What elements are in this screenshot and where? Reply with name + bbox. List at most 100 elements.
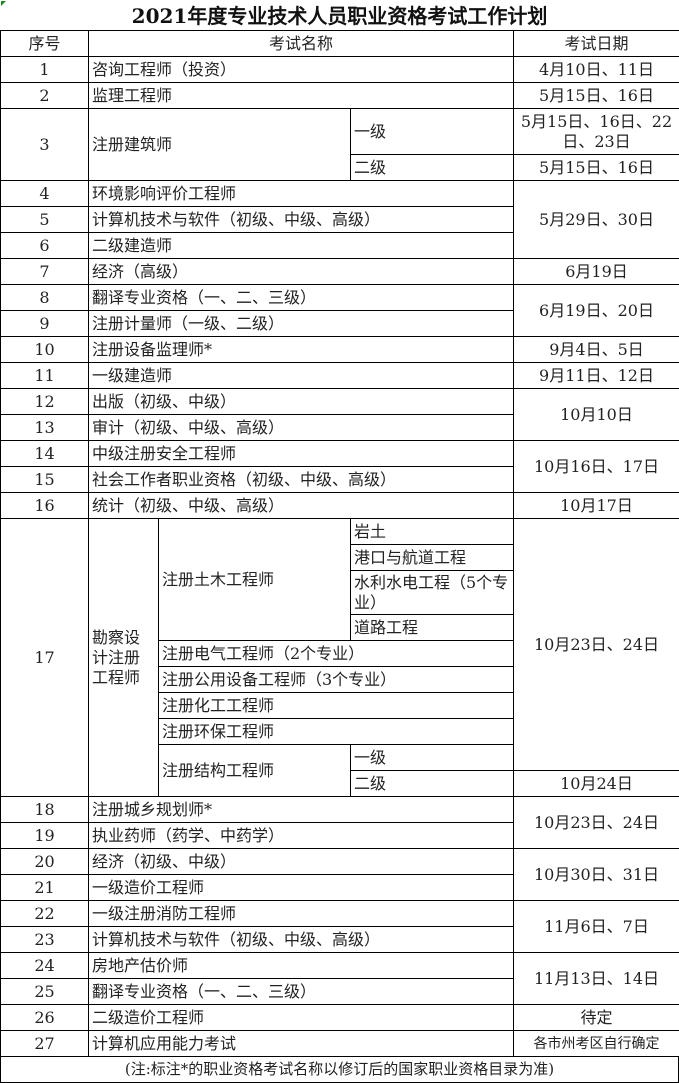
row-no: 21 bbox=[0, 874, 89, 901]
header-date: 考试日期 bbox=[513, 30, 679, 57]
row-no: 3 bbox=[0, 108, 89, 181]
exam-date: 11月6日、7日 bbox=[513, 900, 679, 953]
row-no: 9 bbox=[0, 310, 89, 337]
table-row: 20 经济（初级、中级） 10月30日、31日 bbox=[0, 848, 679, 901]
row-no: 8 bbox=[0, 284, 89, 311]
row-no: 4 bbox=[0, 180, 89, 207]
row-no: 12 bbox=[0, 388, 89, 415]
exam-name: 房地产估价师 bbox=[88, 952, 514, 979]
exam-name: 监理工程师 bbox=[88, 82, 514, 109]
exam-name: 注册城乡规划师* bbox=[88, 796, 514, 823]
sub-exam-name: 注册结构工程师 bbox=[158, 744, 351, 797]
row-no: 11 bbox=[0, 362, 89, 389]
table-row: 6 二级建造师 bbox=[0, 232, 679, 259]
row-no: 13 bbox=[0, 414, 89, 441]
exam-name: 计算机技术与软件（初级、中级、高级） bbox=[88, 206, 514, 233]
table-row: 注册结构工程师 一级 bbox=[1, 744, 679, 797]
exam-name: 环境影响评价工程师 bbox=[88, 180, 514, 207]
table-row: 15 社会工作者职业资格（初级、中级、高级） bbox=[0, 466, 679, 493]
exam-name: 二级建造师 bbox=[88, 232, 514, 259]
exam-level: 二级 bbox=[350, 770, 514, 797]
table-row: 23 计算机技术与软件（初级、中级、高级） bbox=[0, 926, 679, 953]
title-text: 2021年度专业技术人员职业资格考试工作计划 bbox=[131, 4, 548, 28]
table-row: 26 二级造价工程师 待定 bbox=[0, 1004, 679, 1031]
row-no: 10 bbox=[0, 336, 89, 363]
sub-exam-name: 注册土木工程师 bbox=[158, 518, 351, 641]
exam-name: 咨询工程师（投资） bbox=[88, 56, 514, 83]
exam-date: 10月16日、17日 bbox=[513, 440, 679, 493]
row-no: 1 bbox=[0, 56, 89, 83]
row-no: 23 bbox=[0, 926, 89, 953]
sub-exam-name: 注册环保工程师 bbox=[158, 718, 514, 745]
exam-name: 注册建筑师 bbox=[88, 108, 351, 181]
table-row: 二级 5月15日、16日 bbox=[1, 154, 679, 181]
table-row: 16 统计（初级、中级、高级） 10月17日 bbox=[0, 492, 679, 519]
row-no: 20 bbox=[0, 848, 89, 875]
exam-date: 10月24日 bbox=[513, 770, 679, 797]
exam-date: 10月30日、31日 bbox=[513, 848, 679, 901]
specialty: 岩土 bbox=[350, 518, 514, 545]
sub-exam-name: 注册电气工程师（2个专业） bbox=[158, 640, 514, 667]
table-row: 14 中级注册安全工程师 10月16日、17日 bbox=[0, 440, 679, 493]
row-no: 17 bbox=[0, 518, 89, 797]
table-row: 7 经济（高级） 6月19日 bbox=[0, 258, 679, 285]
exam-date: 4月10日、11日 bbox=[513, 56, 679, 83]
exam-name: 一级造价工程师 bbox=[88, 874, 514, 901]
row-no: 2 bbox=[0, 82, 89, 109]
table-row: 10 注册设备监理师* 9月4日、5日 bbox=[0, 336, 679, 363]
table-row: 8 翻译专业资格（一、二、三级） 6月19日、20日 bbox=[0, 284, 679, 337]
header-row: 序号 考试名称 考试日期 bbox=[0, 30, 679, 57]
cell-marker-icon bbox=[1, 1, 6, 6]
specialty: 港口与航道工程 bbox=[350, 544, 514, 571]
row-no: 15 bbox=[0, 466, 89, 493]
exam-date: 6月19日、20日 bbox=[513, 284, 679, 337]
exam-name: 计算机技术与软件（初级、中级、高级） bbox=[88, 926, 514, 953]
table-row: 注册公用设备工程师（3个专业） bbox=[1, 666, 679, 693]
table-row: 水利水电工程（5个专业） bbox=[1, 570, 679, 615]
exam-name: 注册设备监理师* bbox=[88, 336, 514, 363]
sub-exam-name: 注册化工工程师 bbox=[158, 692, 514, 719]
table-row: 3 注册建筑师 一级 5月15日、16日、22日、23日 bbox=[0, 108, 679, 181]
table-row: 11 一级建造师 9月11日、12日 bbox=[0, 362, 679, 389]
exam-name: 经济（高级） bbox=[88, 258, 514, 285]
exam-date: 11月13日、14日 bbox=[513, 952, 679, 1005]
exam-level: 一级 bbox=[350, 108, 514, 155]
table-row: 2 监理工程师 5月15日、16日 bbox=[0, 82, 679, 109]
exam-name: 计算机应用能力考试 bbox=[88, 1030, 514, 1057]
table-row: 道路工程 bbox=[1, 614, 679, 641]
exam-date: 10月10日 bbox=[513, 388, 679, 441]
exam-level: 二级 bbox=[350, 154, 514, 181]
specialty: 水利水电工程（5个专业） bbox=[350, 570, 514, 615]
exam-name: 翻译专业资格（一、二、三级） bbox=[88, 284, 514, 311]
row-no: 25 bbox=[0, 978, 89, 1005]
table-row: 注册电气工程师（2个专业） bbox=[1, 640, 679, 667]
exam-date: 10月23日、24日 bbox=[513, 796, 679, 849]
exam-name: 统计（初级、中级、高级） bbox=[88, 492, 514, 519]
row-no: 16 bbox=[0, 492, 89, 519]
table-row: 1 咨询工程师（投资） 4月10日、11日 bbox=[0, 56, 679, 83]
exam-date: 5月15日、16日 bbox=[513, 154, 679, 181]
row-no: 26 bbox=[0, 1004, 89, 1031]
exam-name: 一级注册消防工程师 bbox=[88, 900, 514, 927]
exam-date: 5月29日、30日 bbox=[513, 180, 679, 259]
exam-name: 勘察设计注册工程师 bbox=[88, 518, 159, 797]
row-no: 24 bbox=[0, 952, 89, 979]
exam-date: 6月19日 bbox=[513, 258, 679, 285]
exam-name: 审计（初级、中级、高级） bbox=[88, 414, 514, 441]
exam-name: 二级造价工程师 bbox=[88, 1004, 514, 1031]
row-no: 6 bbox=[0, 232, 89, 259]
exam-name: 出版（初级、中级） bbox=[88, 388, 514, 415]
row-no: 14 bbox=[0, 440, 89, 467]
table-row: 12 出版（初级、中级） 10月10日 bbox=[0, 388, 679, 441]
specialty: 道路工程 bbox=[350, 614, 514, 641]
exam-date: 各市州考区自行确定 bbox=[513, 1030, 679, 1057]
table-row: 17 勘察设计注册工程师 注册土木工程师 岩土 10月23日、24日 bbox=[0, 518, 679, 797]
table-row: 二级 10月24日 bbox=[1, 770, 679, 797]
row-no: 7 bbox=[0, 258, 89, 285]
exam-name: 中级注册安全工程师 bbox=[88, 440, 514, 467]
row-no: 5 bbox=[0, 206, 89, 233]
exam-level: 一级 bbox=[350, 744, 514, 771]
table-row: 港口与航道工程 bbox=[1, 544, 679, 571]
table-row: 24 房地产估价师 11月13日、14日 bbox=[0, 952, 679, 1005]
row-no: 22 bbox=[0, 900, 89, 927]
